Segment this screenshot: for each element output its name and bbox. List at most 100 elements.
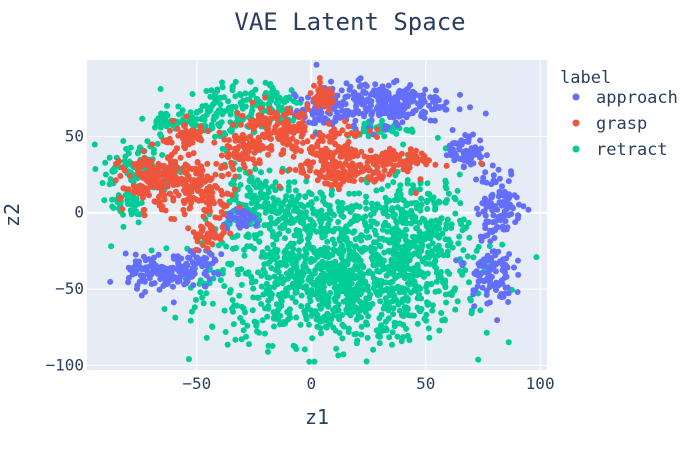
- data-point: [304, 173, 310, 180]
- data-point: [365, 133, 372, 140]
- data-point: [268, 135, 274, 142]
- data-point: [380, 209, 387, 216]
- data-point: [99, 180, 106, 186]
- data-point: [222, 329, 229, 335]
- data-point: [499, 267, 506, 274]
- data-point: [342, 118, 349, 125]
- data-point: [171, 255, 177, 262]
- data-point: [486, 243, 493, 250]
- data-point: [485, 202, 492, 209]
- data-point: [176, 111, 182, 118]
- data-point: [201, 254, 208, 261]
- data-point: [250, 126, 257, 133]
- data-point: [219, 173, 226, 180]
- data-point: [481, 278, 488, 285]
- data-point: [229, 297, 236, 303]
- data-point: [378, 322, 385, 329]
- data-point: [353, 92, 360, 99]
- data-point: [419, 256, 426, 263]
- data-point: [231, 214, 238, 221]
- data-point: [416, 92, 423, 99]
- data-point: [375, 169, 382, 176]
- data-point: [503, 255, 510, 262]
- data-point: [435, 252, 442, 259]
- data-point: [384, 271, 391, 278]
- data-point: [433, 232, 440, 239]
- y-tick-label: −100: [45, 355, 84, 374]
- data-point: [265, 145, 272, 151]
- data-point: [367, 91, 374, 98]
- data-point: [173, 145, 180, 152]
- data-point: [163, 137, 170, 144]
- data-point: [275, 269, 282, 275]
- data-point: [482, 258, 489, 265]
- data-point: [272, 220, 279, 227]
- data-point: [374, 134, 381, 140]
- data-point: [296, 252, 303, 259]
- data-point: [501, 226, 508, 233]
- data-point: [331, 212, 337, 218]
- data-point: [298, 292, 305, 299]
- data-point: [332, 149, 339, 156]
- data-point: [251, 214, 258, 221]
- data-point: [341, 265, 348, 272]
- data-point: [373, 156, 380, 163]
- data-point: [343, 291, 350, 298]
- data-point: [380, 162, 387, 169]
- data-point: [320, 270, 327, 277]
- x-tick-label: 0: [306, 374, 316, 393]
- data-point: [311, 82, 317, 89]
- data-point: [125, 186, 132, 193]
- data-point: [286, 94, 293, 101]
- data-point: [349, 161, 356, 168]
- data-point: [379, 260, 386, 267]
- data-point: [339, 205, 345, 212]
- data-point: [442, 283, 449, 290]
- data-point: [282, 197, 289, 203]
- data-point: [366, 128, 373, 135]
- data-point: [420, 236, 427, 243]
- data-point: [164, 102, 170, 109]
- data-point: [318, 211, 325, 218]
- data-point: [382, 154, 389, 161]
- data-point: [154, 178, 161, 185]
- data-point: [246, 341, 252, 348]
- data-point: [298, 133, 305, 140]
- data-point: [217, 277, 224, 284]
- data-point: [280, 150, 286, 157]
- data-point: [308, 259, 314, 265]
- data-point: [433, 265, 440, 271]
- data-point: [259, 317, 266, 324]
- data-point: [240, 151, 247, 158]
- data-point: [212, 171, 219, 178]
- data-point: [149, 141, 156, 148]
- data-point: [502, 261, 509, 268]
- data-point: [308, 200, 315, 207]
- data-point: [241, 246, 248, 253]
- data-point: [210, 229, 216, 236]
- data-point: [153, 117, 160, 124]
- data-point: [165, 173, 172, 180]
- data-point: [252, 86, 259, 93]
- data-point: [220, 229, 227, 236]
- data-point: [211, 269, 217, 276]
- data-point: [402, 89, 409, 96]
- data-point: [319, 167, 326, 174]
- data-point: [490, 227, 497, 234]
- legend-marker-approach: [572, 93, 580, 101]
- data-point: [448, 221, 455, 228]
- data-point: [309, 111, 316, 118]
- data-point: [312, 308, 319, 315]
- data-point: [467, 297, 474, 304]
- data-point: [181, 200, 188, 206]
- data-point: [479, 178, 486, 185]
- data-point: [266, 167, 273, 174]
- data-point: [433, 102, 439, 109]
- data-point: [397, 182, 404, 189]
- data-point: [254, 96, 261, 103]
- data-point: [288, 193, 295, 200]
- data-point: [424, 206, 431, 212]
- data-point: [197, 289, 204, 296]
- data-point: [202, 236, 209, 243]
- data-point: [422, 86, 429, 93]
